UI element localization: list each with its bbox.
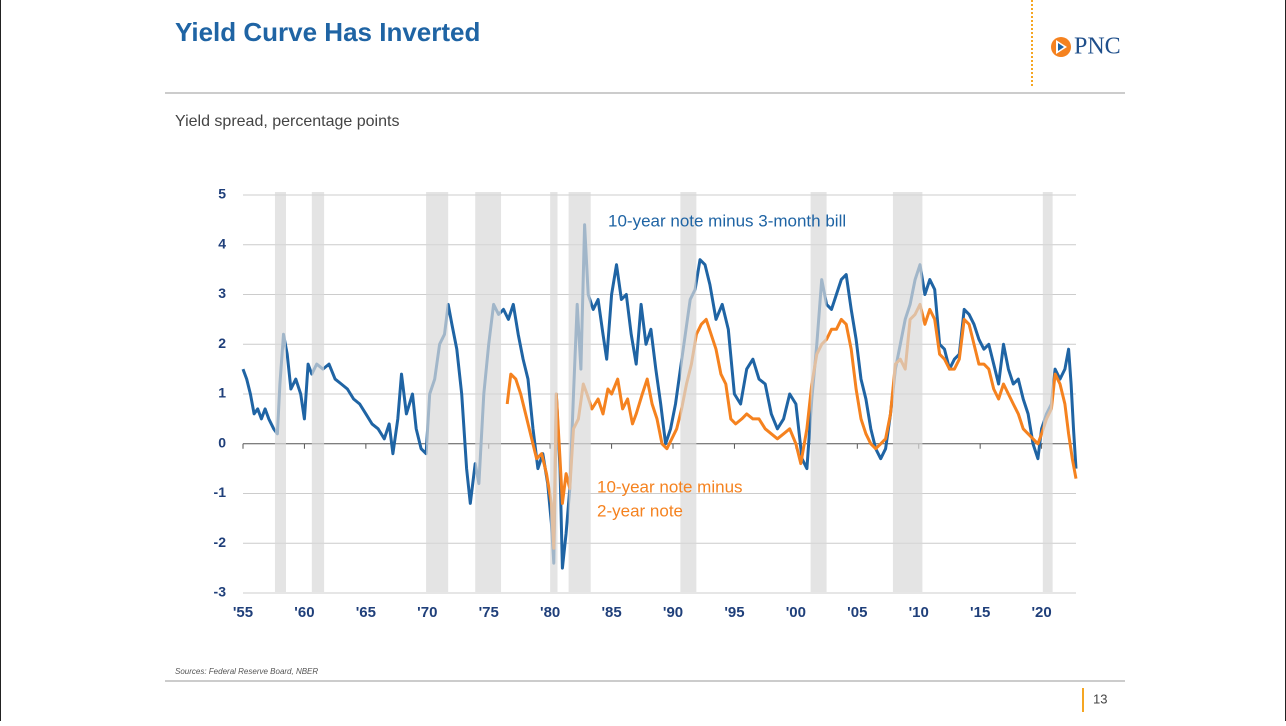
- logo-text: PNC: [1074, 34, 1121, 60]
- x-tick-label: '75: [479, 604, 499, 621]
- x-tick-label: '70: [417, 604, 437, 621]
- recession-band: [274, 192, 287, 592]
- y-tick-label: 1: [218, 385, 226, 401]
- x-tick-label: '05: [847, 604, 867, 621]
- annotation: 10-year note minus: [597, 477, 743, 496]
- x-tick-label: '80: [540, 604, 560, 621]
- title: Yield Curve Has Inverted: [175, 17, 480, 47]
- series-line: [241, 223, 1078, 570]
- x-tick-label: '65: [356, 604, 376, 621]
- x-tick-label: '85: [601, 604, 621, 621]
- x-tick-label: '15: [970, 604, 990, 621]
- x-tick-label: '55: [233, 604, 253, 621]
- recession-band: [475, 192, 502, 592]
- x-tick-label: '20: [1031, 604, 1051, 621]
- x-tick-label: '90: [663, 604, 683, 621]
- recession-band: [892, 192, 923, 592]
- recession-band: [810, 192, 827, 592]
- x-tick-label: '00: [786, 604, 806, 621]
- plot: 5 4 3 2 1 0 -1 -2 -3 '55 '60 '65 '70 '75 '80 '85 '90 '95 '…: [214, 186, 1078, 621]
- y-tick-label: 4: [218, 235, 226, 251]
- x-tick-label: '60: [294, 604, 314, 621]
- annotation: 2-year note: [597, 501, 683, 520]
- recession-band: [568, 192, 591, 592]
- y-tick-label: 2: [218, 335, 226, 351]
- x-tick-label: '95: [724, 604, 744, 621]
- recession-band: [550, 192, 558, 592]
- y-tick-label: 3: [218, 285, 226, 301]
- y-tick-label: -2: [214, 534, 227, 550]
- source: Sources: Federal Reserve Board, NBER: [175, 667, 318, 676]
- y-tick-label: -3: [214, 584, 227, 600]
- x-tick-label: '10: [909, 604, 929, 621]
- recession-band: [426, 192, 449, 592]
- subtitle: Yield spread, percentage points: [175, 113, 399, 130]
- y-tick-label: -1: [214, 484, 227, 500]
- recession-band: [680, 192, 697, 592]
- y-tick-label: 5: [218, 186, 226, 202]
- recession-band: [1042, 192, 1053, 592]
- series-line: [505, 302, 1078, 550]
- recession-band: [311, 192, 325, 592]
- y-tick-label: 0: [218, 434, 226, 450]
- page-number: 13: [1093, 691, 1107, 706]
- logo-icon: [1051, 37, 1071, 57]
- annotation: 10-year note minus 3-month bill: [608, 211, 846, 230]
